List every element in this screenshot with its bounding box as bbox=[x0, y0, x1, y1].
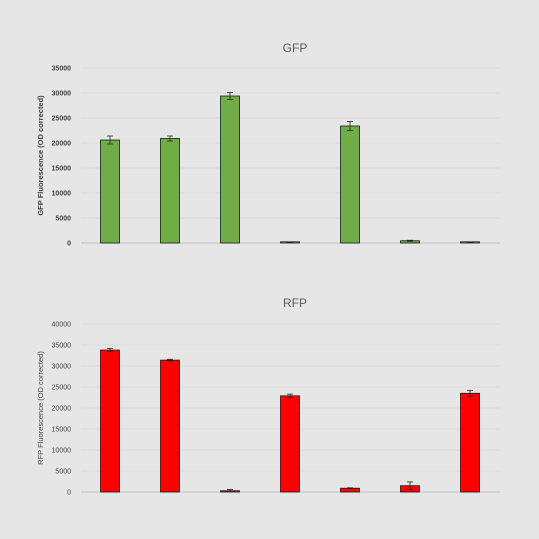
rfp-y-tick-label: 35000 bbox=[52, 343, 72, 350]
gfp-y-tick-label: 0 bbox=[67, 241, 71, 248]
rfp-y-tick-label: 20000 bbox=[52, 406, 72, 413]
rfp-error-bar-7 bbox=[467, 389, 473, 397]
rfp-y-tick-label: 10000 bbox=[52, 448, 72, 455]
gfp-bar-2 bbox=[160, 138, 180, 244]
rfp-y-tick-label: 30000 bbox=[52, 364, 72, 371]
gfp-y-tick-label: 15000 bbox=[52, 166, 72, 173]
gfp-y-tick-label: 5000 bbox=[55, 216, 71, 223]
gfp-chart-title: GFP bbox=[283, 41, 308, 55]
rfp-error-bar-5 bbox=[347, 487, 353, 490]
gfp-y-tick-label: 30000 bbox=[52, 91, 72, 98]
rfp-bar-1 bbox=[100, 349, 120, 493]
rfp-y-tick-label: 15000 bbox=[52, 427, 72, 434]
rfp-y-axis-label: RFP Fluorescence (OD corrected) bbox=[36, 351, 45, 465]
rfp-error-bar-6 bbox=[407, 481, 413, 490]
rfp-chart: RFP 0 5000 10000 15000 20000 25000 30000 35000 40… bbox=[36, 296, 500, 497]
gfp-error-bar-2 bbox=[167, 135, 173, 142]
rfp-error-bar-3 bbox=[227, 489, 233, 493]
rfp-bar-2 bbox=[160, 359, 180, 493]
gfp-y-tick-label: 25000 bbox=[52, 116, 72, 123]
gfp-y-tick-label: 20000 bbox=[52, 141, 72, 148]
gfp-bar-1 bbox=[100, 139, 120, 244]
gfp-error-bar-6 bbox=[407, 239, 413, 242]
rfp-error-bar-4 bbox=[287, 393, 293, 398]
rfp-y-tick-label: 25000 bbox=[52, 385, 72, 392]
gfp-y-tick-label: 35000 bbox=[52, 66, 72, 73]
rfp-bar-4 bbox=[280, 395, 300, 493]
gfp-y-axis-label: GFP Fluorescence (OD corrected) bbox=[36, 95, 45, 216]
rfp-y-tick-label: 5000 bbox=[55, 469, 71, 476]
rfp-error-bar-2 bbox=[167, 358, 173, 362]
gfp-bar-5 bbox=[340, 125, 360, 244]
gfp-error-bar-1 bbox=[107, 135, 113, 145]
gfp-bar-3 bbox=[220, 95, 240, 244]
rfp-error-bar-1 bbox=[107, 347, 113, 353]
rfp-y-tick-label: 40000 bbox=[52, 322, 72, 329]
rfp-bar-7 bbox=[460, 392, 480, 493]
rfp-y-tick-label: 0 bbox=[67, 490, 71, 497]
gfp-error-bar-3 bbox=[227, 92, 233, 100]
gfp-error-bar-4 bbox=[287, 241, 293, 243]
rfp-chart-title: RFP bbox=[283, 296, 307, 310]
gfp-error-bar-5 bbox=[347, 121, 353, 131]
gfp-chart: GFP 0 5000 10000 15000 20000 25000 30000 35000 GF… bbox=[36, 41, 500, 248]
gfp-error-bar-7 bbox=[467, 241, 473, 243]
gfp-y-tick-label: 10000 bbox=[52, 191, 72, 198]
